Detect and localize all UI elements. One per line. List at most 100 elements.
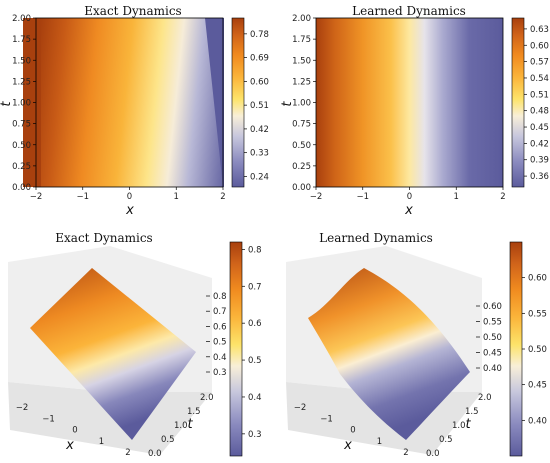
x-axis-label: x: [65, 438, 74, 453]
colorbar-tick-label: 0.63: [530, 25, 549, 35]
t-tick-label: 1.5: [465, 407, 479, 417]
colorbar-tick-label: 0.51: [530, 90, 549, 100]
heatmap-plot-area: [23, 18, 247, 187]
y-tick-label: 1.25: [292, 77, 311, 87]
colorbar-tick-label: 0.42: [530, 139, 549, 149]
heatmap-edge-fill: [23, 18, 41, 187]
axes-pane-floor: [8, 382, 212, 455]
colorbar-tick-label: 0.4: [248, 393, 262, 403]
t-tick-label: 1.5: [187, 407, 201, 417]
colorbar-tick-label: 0.33: [250, 149, 269, 159]
heatmap-surface: [316, 18, 503, 187]
heatmap-edge-fill-right: [205, 18, 224, 187]
t-tick-label: 1.0: [174, 421, 188, 431]
colorbar-tick-label: 0.57: [530, 58, 549, 68]
z-tick-label: 0.7: [213, 307, 227, 317]
colorbar: [509, 241, 523, 457]
colorbar-tick-label: 0.45: [530, 123, 549, 133]
y-tick-label: 0.00: [12, 183, 31, 193]
colorbar-tick-label: 0.42: [250, 125, 269, 135]
y-tick-label: 1.50: [292, 56, 311, 66]
t-axis-ticks: 0.0 0.5 1.0 1.5 2.0: [148, 393, 214, 459]
x-tick-label: 2: [125, 448, 130, 458]
x-tick-label: 2: [500, 192, 505, 202]
t-tick-label: 2.0: [200, 393, 214, 403]
z-tick-label: 0.5: [213, 338, 227, 348]
y-tick-label: 1.50: [12, 56, 31, 66]
panel-top-right: Learned Dynamics 0.00 0.25 0.50 0.75 1.00 1.2…: [280, 4, 549, 218]
colorbar-tick-label: 0.78: [250, 30, 269, 40]
y-tick-label: 1.75: [12, 35, 31, 45]
colorbar-tick-label: 0.40: [528, 416, 547, 426]
chart-title: Learned Dynamics: [319, 231, 433, 245]
x-tick-label: −2: [16, 403, 29, 413]
colorbar-tick-label: 0.48: [530, 107, 549, 117]
colorbar-tick-label: 0.7: [248, 282, 262, 292]
x-tick-label: −1: [42, 414, 55, 424]
y-axis-label: t: [0, 101, 14, 107]
z-axis-ticks: 0.40 0.45 0.50 0.55 0.60: [476, 302, 502, 374]
x-axis-label: x: [343, 438, 352, 453]
colorbar-ticks: 0.36 0.39 0.42 0.45 0.48 0.51 0.54 0.57 0.60 0.63: [524, 25, 549, 182]
colorbar-tick-label: 0.6: [248, 319, 262, 329]
y-axis-ticks: 0.00 0.25 0.50 0.75 1.00 1.25 1.50 1.75 2.00: [12, 14, 36, 193]
colorbar-tick-label: 0.36: [530, 172, 549, 182]
y-axis-ticks: 0.00 0.25 0.50 0.75 1.00 1.25 1.50 1.75 2.00: [292, 14, 316, 193]
colorbar-tick-label: 0.60: [250, 77, 269, 87]
z-tick-label: 0.50: [483, 333, 502, 343]
y-axis-label: t: [280, 101, 295, 107]
colorbar-tick-label: 0.45: [528, 381, 547, 391]
t-tick-label: 0.0: [426, 449, 440, 459]
panel-bottom-left: Exact Dynamics 0.3 0.4 0.5 0.6 0.7 0.8 −2 −1 0 1…: [8, 231, 262, 459]
colorbar-tick-label: 0.8: [248, 245, 262, 255]
colorbar-tick-label: 0.3: [248, 430, 262, 440]
x-tick-label: 0: [127, 192, 132, 202]
surface-learned: [308, 268, 470, 440]
x-tick-label: 0: [350, 426, 355, 436]
z-tick-label: 0.40: [483, 364, 502, 374]
y-tick-label: 1.00: [12, 99, 31, 109]
x-axis-ticks: −2 −1 0 1 2: [310, 187, 506, 202]
colorbar-tick-label: 0.50: [528, 345, 547, 355]
y-tick-label: 2.00: [292, 14, 311, 24]
t-axis-ticks: 0.0 0.5 1.0 1.5 2.0: [426, 393, 492, 459]
t-tick-label: 2.0: [478, 393, 492, 403]
z-tick-label: 0.3: [213, 368, 227, 378]
y-tick-label: 0.00: [292, 183, 311, 193]
x-axis-ticks: −2 −1 0 1 2: [30, 187, 226, 202]
colorbar-tick-label: 0.24: [250, 172, 269, 182]
z-tick-label: 0.6: [213, 322, 227, 332]
colorbar-tick-label: 0.5: [248, 356, 262, 366]
t-tick-label: 0.5: [161, 435, 175, 445]
colorbar-ticks: 0.24 0.33 0.42 0.51 0.60 0.69 0.78: [244, 30, 269, 182]
colorbar-tick-label: 0.60: [530, 41, 549, 51]
z-tick-label: 0.4: [213, 353, 227, 363]
chart-title: Learned Dynamics: [352, 4, 466, 18]
x-tick-label: −2: [310, 192, 323, 202]
x-tick-label: 1: [454, 192, 459, 202]
colorbar: [231, 17, 245, 188]
colorbar-tick-label: 0.60: [528, 274, 547, 284]
y-tick-label: 0.75: [292, 120, 311, 130]
y-tick-label: 0.75: [12, 120, 31, 130]
t-axis-label: t: [187, 417, 193, 432]
z-tick-label: 0.45: [483, 349, 502, 359]
y-tick-label: 0.25: [12, 162, 31, 172]
x-tick-label: 0: [407, 192, 412, 202]
z-tick-label: 0.55: [483, 318, 502, 328]
x-tick-label: 0: [72, 426, 77, 436]
panel-top-left: Exact Dynamics 0.00 0.25 0.50 0.75 1.00 1.25 1…: [0, 4, 269, 218]
x-axis-ticks: −2 −1 0 1 2: [16, 403, 131, 458]
x-tick-label: 1: [99, 437, 104, 447]
y-tick-label: 0.50: [292, 141, 311, 151]
colorbar-tick-label: 0.54: [530, 74, 549, 84]
colorbar: [229, 241, 243, 457]
y-tick-label: 0.50: [12, 141, 31, 151]
x-tick-label: 1: [377, 437, 382, 447]
colorbar-tick-label: 0.69: [250, 54, 269, 64]
surface-exact: [30, 268, 196, 440]
z-tick-label: 0.60: [483, 302, 502, 312]
colorbar-ticks: 0.3 0.4 0.5 0.6 0.7 0.8: [242, 245, 262, 440]
y-tick-label: 1.75: [292, 35, 311, 45]
